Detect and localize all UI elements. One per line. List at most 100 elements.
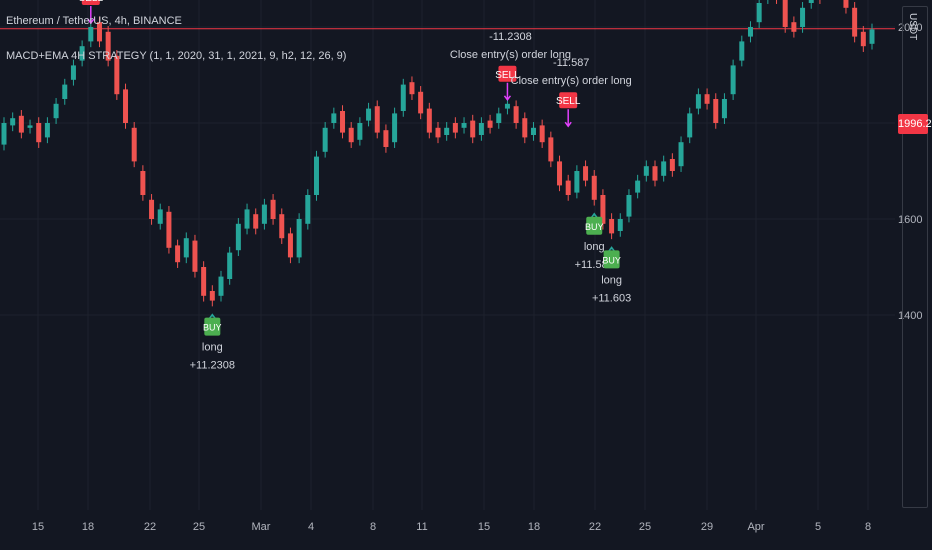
x-tick-label: 15 [32, 521, 44, 533]
sell-label-bg [81, 0, 100, 5]
sell-label-bg [498, 65, 517, 82]
candle-body [687, 113, 693, 138]
candle-body [123, 89, 129, 123]
signal-comment: Close entry(s) order long [511, 75, 632, 87]
candle-body [10, 118, 16, 126]
candle-body [296, 219, 302, 258]
candle-body [209, 291, 215, 301]
candle-body [557, 161, 563, 186]
candle-body [478, 123, 484, 135]
candle-body [18, 115, 24, 133]
signal-comment: long [584, 241, 605, 253]
buy-arrow [208, 313, 216, 320]
candle-body [383, 130, 389, 147]
candle-body [782, 0, 788, 27]
candle-body [53, 103, 59, 119]
sell-label: SELL [495, 70, 520, 81]
candle-body [279, 214, 285, 239]
candle-body [409, 82, 415, 95]
strategy-label[interactable]: MACD+EMA 4H STRATEGY (1, 1, 2020, 31, 1,… [6, 50, 347, 62]
candle-body [131, 127, 137, 162]
sell-arrow [87, 6, 95, 25]
signal-profit: +11.603 [592, 292, 631, 304]
candle-body [79, 46, 85, 61]
signal-comment: long [601, 274, 622, 286]
candle-body [609, 219, 615, 234]
grid-lines [0, 0, 895, 510]
x-axis-ticks: 15 18 22 25 Mar 4 8 11 15 18 22 25 29 Apr 5 8 [32, 521, 871, 533]
signal-comment: Close entry(s) order long [450, 49, 571, 61]
x-tick-label: Apr [747, 521, 764, 533]
candle-body [721, 99, 727, 119]
candle-body [800, 7, 806, 28]
candle-body [62, 84, 68, 99]
price-axis-box[interactable]: USDT [902, 6, 928, 508]
candle-body [183, 238, 189, 258]
candle-body [843, 0, 849, 8]
candle-body [470, 120, 476, 138]
candle-body [852, 7, 858, 37]
candle-body [504, 103, 510, 109]
candle-body [1, 123, 7, 145]
buy-label-bg [603, 250, 620, 269]
candle-body [426, 108, 432, 133]
x-tick-label: 5 [815, 521, 821, 533]
candle-body [227, 252, 233, 279]
candle-body [244, 209, 250, 229]
x-tick-label: 25 [193, 521, 205, 533]
candle-body [27, 125, 33, 128]
candle-body [218, 276, 224, 296]
buy-label-bg [204, 317, 221, 336]
candle-body [565, 180, 571, 195]
buy-arrow [608, 246, 616, 252]
candle-body [695, 94, 701, 109]
candle-body [756, 3, 762, 23]
x-tick-label: 15 [478, 521, 490, 533]
candle-body [583, 166, 589, 181]
sell-arrow [503, 82, 512, 102]
candle-body [287, 233, 293, 258]
sell-label: SELL [556, 96, 581, 107]
candle-body [452, 123, 458, 133]
x-tick-label: 8 [370, 521, 376, 533]
candle-body [44, 123, 50, 138]
x-tick-label: 8 [865, 521, 871, 533]
candle-body [791, 22, 797, 32]
candle-body [36, 123, 42, 143]
buy-arrow [590, 212, 598, 219]
candle-body [88, 27, 94, 42]
candle-body [322, 127, 328, 152]
sell-arrow [564, 109, 572, 128]
current-price-tag: 1996.27 [898, 114, 932, 134]
candle-body [114, 55, 120, 95]
candle-body [643, 166, 649, 176]
candle-body [261, 204, 267, 224]
candle-body [669, 159, 675, 171]
candle-body [661, 161, 667, 176]
candle-body [739, 41, 745, 61]
candle-body [539, 125, 545, 143]
y-tick-label: 2000 [898, 22, 922, 34]
candle-body [201, 267, 207, 296]
candle-body [730, 65, 736, 95]
x-tick-label: 18 [82, 521, 94, 533]
candle-body [704, 94, 710, 104]
x-tick-label: 22 [144, 521, 156, 533]
candle-body [574, 171, 580, 193]
candle-body [808, 0, 814, 3]
candle-body [313, 156, 319, 195]
signal-profit: -11.587 [553, 57, 590, 69]
candle-body [600, 195, 606, 224]
candle-body [374, 106, 380, 133]
y-tick-label: 1400 [898, 310, 922, 322]
x-tick-label: 25 [639, 521, 651, 533]
candle-body [461, 123, 467, 128]
candle-body [617, 219, 623, 231]
candle-body [96, 22, 102, 42]
buy-label-bg [586, 216, 603, 235]
candle-body [860, 31, 866, 47]
signal-profit: +11.2308 [190, 360, 235, 372]
candle-body [192, 240, 198, 272]
